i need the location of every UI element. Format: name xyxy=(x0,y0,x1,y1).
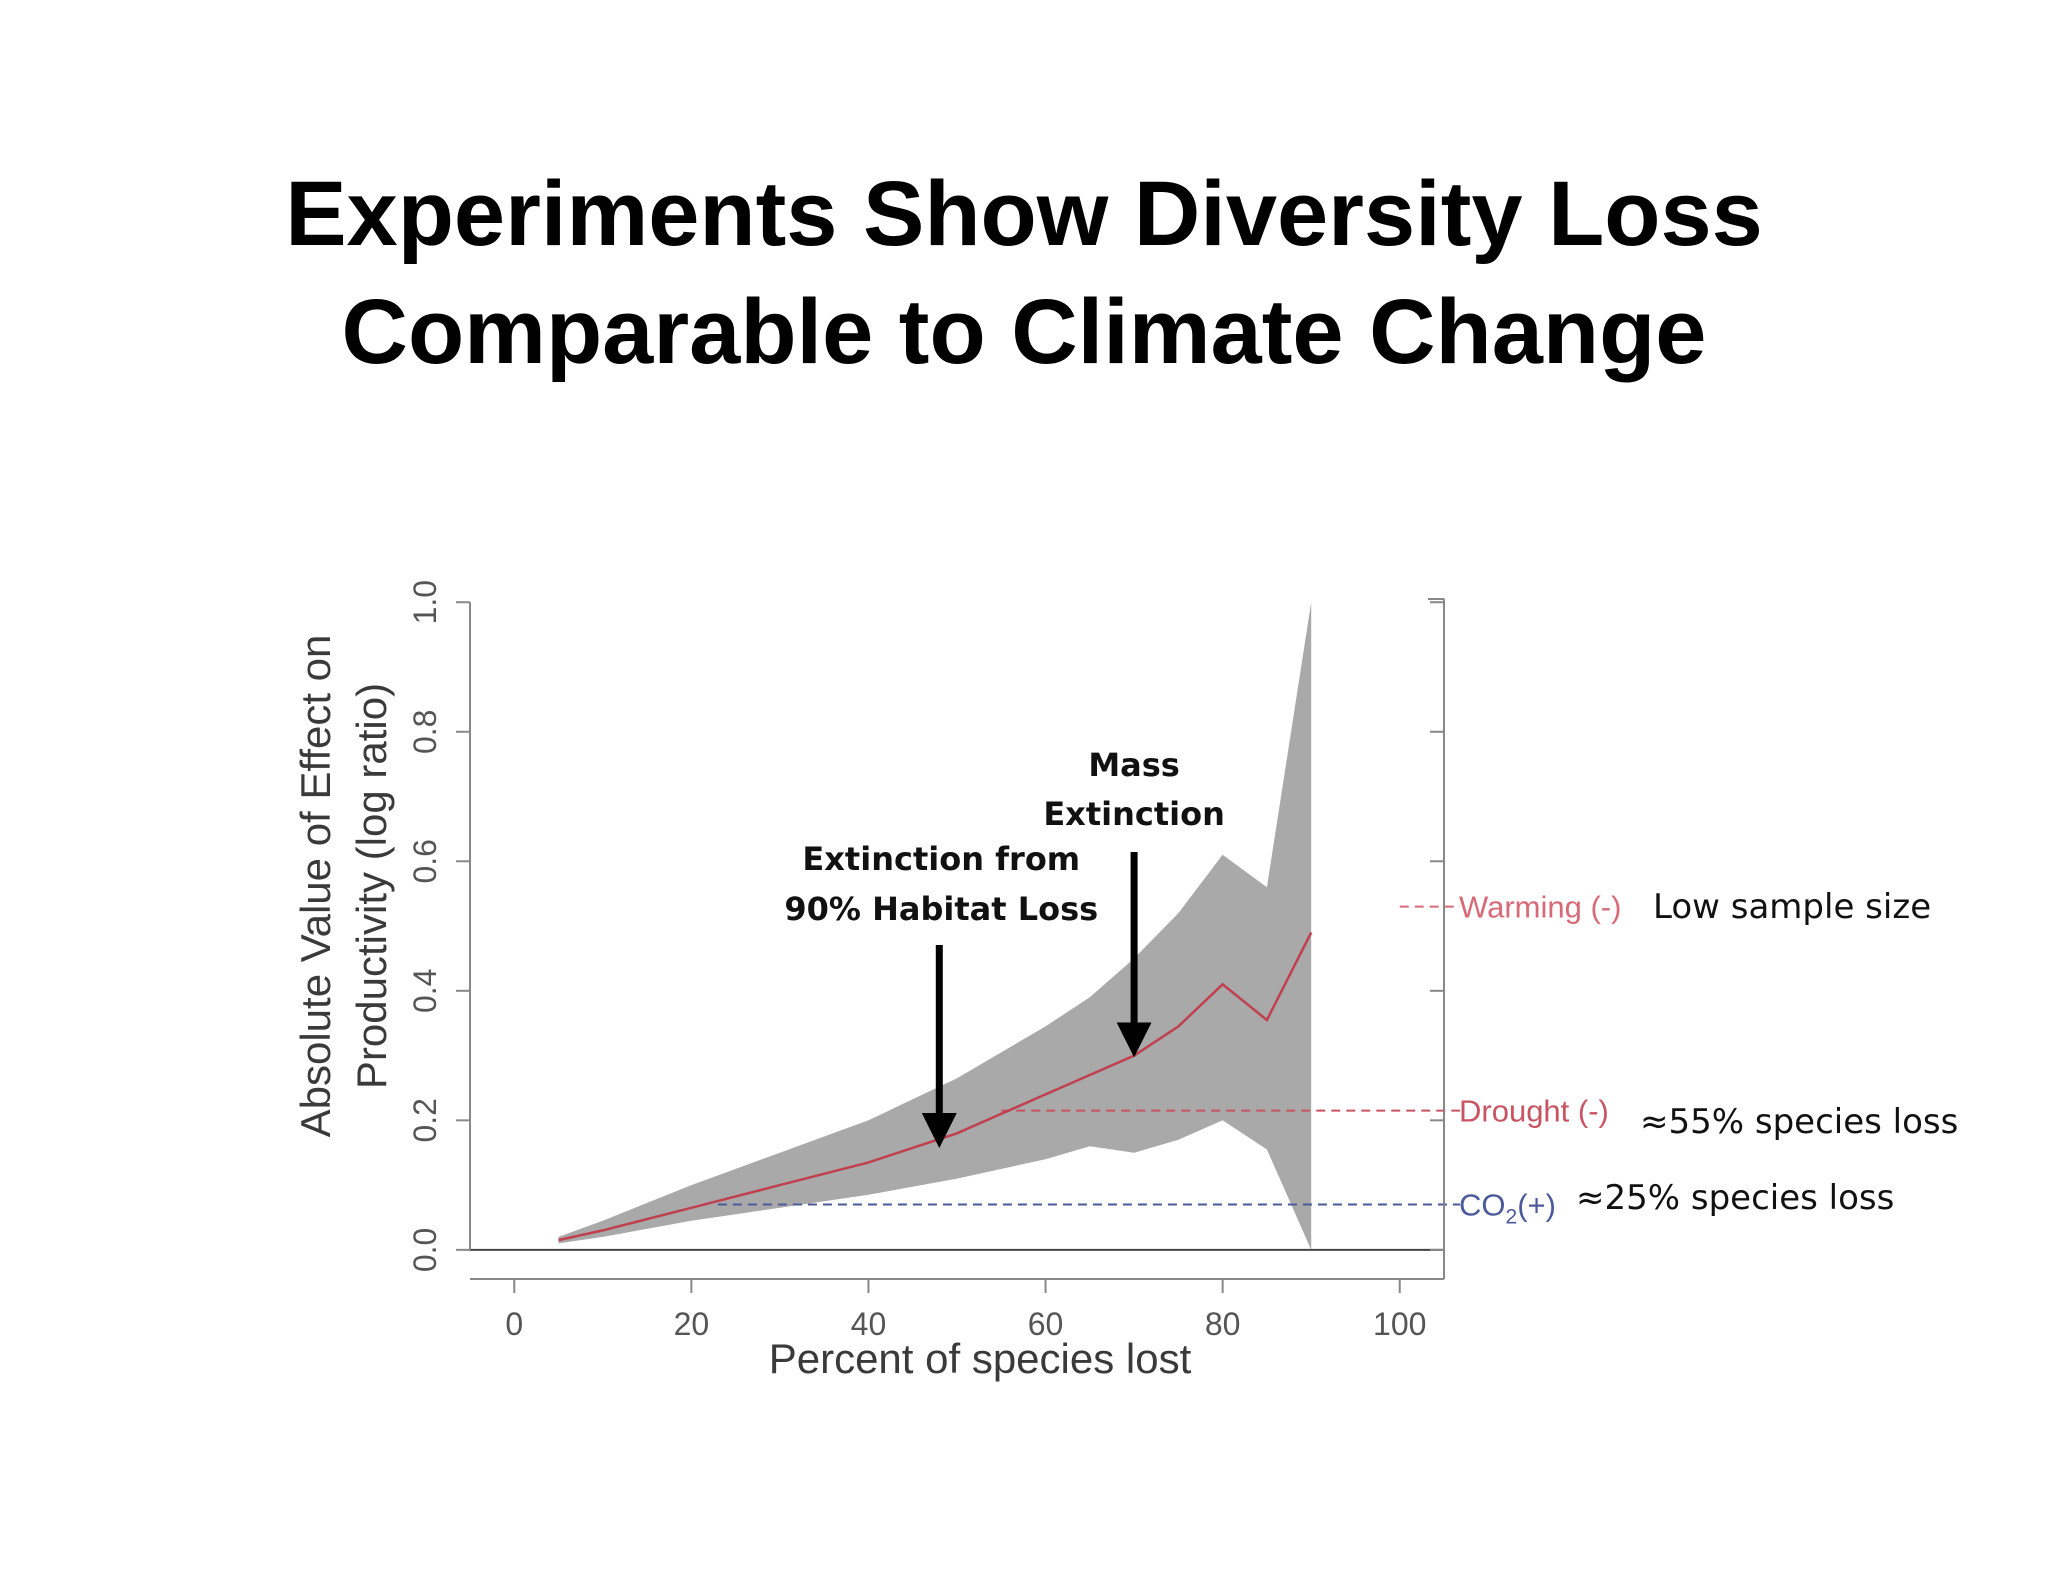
note-co2-species-loss: ≈25% species loss xyxy=(1576,1178,1894,1218)
reference-label-2: CO2(+) xyxy=(1459,1188,1556,1229)
y-tick-label-3: 0.6 xyxy=(407,839,443,883)
x-tick-label-80: 80 xyxy=(1205,1306,1241,1342)
mean-line xyxy=(558,931,1313,1242)
x-tick-label-60: 60 xyxy=(1028,1306,1064,1342)
y-tick-label-1: 0.2 xyxy=(407,1098,443,1142)
annotation-0-line-1: Extinction from xyxy=(802,840,1080,878)
x-tick-label-0: 0 xyxy=(505,1306,523,1342)
notes: Low sample size ≈55% species loss ≈25% s… xyxy=(1576,887,1958,1218)
confidence-band xyxy=(558,602,1312,1250)
reference-line-labels: Warming (-) Drought (-) CO2(+) xyxy=(1459,890,1621,1229)
annotation-1-line-2: Extinction xyxy=(1043,795,1225,833)
x-tick-label-20: 20 xyxy=(674,1306,710,1342)
x-axis-title: Percent of species lost xyxy=(769,1335,1192,1382)
y-tick-label-0: 0.0 xyxy=(407,1228,443,1272)
note-low-sample-size: Low sample size xyxy=(1653,887,1931,927)
annotation-0-line-2: 90% Habitat Loss xyxy=(784,890,1098,928)
reference-label-0: Warming (-) xyxy=(1459,890,1621,925)
plot-area: 0 20 40 60 80 100 0.0 0.2 0.4 0.6 0.8 1.0 xyxy=(407,580,1460,1342)
x-tick-label-40: 40 xyxy=(851,1306,887,1342)
slide-title: Experiments Show Diversity Loss Comparab… xyxy=(0,155,2048,391)
reference-label-2-suffix: (+) xyxy=(1517,1188,1556,1223)
annotation-1-line-1: Mass xyxy=(1088,746,1180,784)
slide-title-line-2: Comparable to Climate Change xyxy=(341,281,1707,383)
note-drought-species-loss: ≈55% species loss xyxy=(1640,1102,1958,1142)
y-axis-title-line-2: Productivity (log ratio) xyxy=(348,683,395,1089)
annotations: Extinction from 90% Habitat Loss Mass Extin… xyxy=(784,746,1225,1149)
y-tick-label-5: 1.0 xyxy=(407,580,443,624)
slide-title-line-1: Experiments Show Diversity Loss xyxy=(285,163,1763,265)
reference-label-2-subscript: 2 xyxy=(1506,1206,1518,1229)
y-tick-label-4: 0.8 xyxy=(407,710,443,754)
y-axis-title-line-1: Absolute Value of Effect on xyxy=(292,635,339,1138)
y-axis-title: Absolute Value of Effect on Productivity… xyxy=(292,635,395,1138)
y-tick-label-2: 0.4 xyxy=(407,969,443,1013)
reference-label-1: Drought (-) xyxy=(1459,1094,1609,1129)
x-tick-label-100: 100 xyxy=(1373,1306,1426,1342)
